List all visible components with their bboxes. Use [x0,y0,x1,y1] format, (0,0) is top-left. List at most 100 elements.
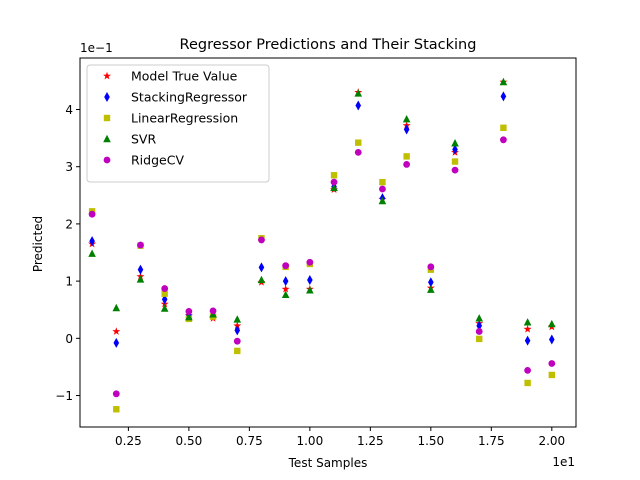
svr-point-2 [112,303,121,312]
legend-linearregression-point-1 [103,114,111,122]
legend-ridgecv-point-1 [103,156,111,164]
x-axis-label: Test Samples [288,456,368,470]
legend-label-model-true-value: Model True Value [131,69,238,84]
legend-item-stackingregressor: StackingRegressor [104,90,248,105]
ridgecv-point-4 [161,285,169,292]
svr-point-12 [354,89,363,97]
y-tick-label-6: 4 [65,103,73,117]
x-tick-label-7: 1.75 [478,434,505,448]
x-tick-label-1: 0.25 [115,434,142,448]
stackingregressor-point-7 [234,325,241,336]
stackingregressor-point-1 [89,236,95,247]
ridgecv-point-6 [209,307,217,315]
ridgecv-point-18 [500,136,507,144]
model-true-value-point-19 [523,324,532,333]
ridgecv-point-1 [88,210,96,218]
ridgecv-point-2 [112,390,120,398]
linearregression-point-4 [161,290,168,297]
svr-point-4 [160,304,169,312]
stackingregressor-point-8 [258,262,265,273]
linearregression-point-14 [403,153,410,160]
legend-item-ridgecv: RidgeCV [103,153,184,168]
linearregression-point-11 [330,172,338,179]
y-tick-label-1: −1 [55,389,73,403]
legend-item-linearregression: LinearRegression [103,111,238,126]
legend-label-svr: SVR [131,132,156,147]
linearregression-point-20 [548,371,556,379]
stackingregressor-point-9 [282,276,289,287]
ridgecv-point-17 [475,328,483,335]
ridgecv-point-10 [306,258,314,266]
y-tick-label-3: 1 [65,275,73,289]
y-tick-label-4: 2 [65,217,73,231]
stackingregressor-point-12 [355,100,362,111]
svr-point-15 [427,285,435,293]
svr-point-5 [185,312,193,321]
ridgecv-point-16 [451,166,459,174]
ridgecv-point-19 [524,366,532,374]
stackingregressor-point-3 [137,264,144,275]
stackingregressor-point-15 [428,277,434,288]
svr-point-9 [281,290,290,299]
svr-point-1 [88,249,96,257]
x-tick-label-3: 0.75 [236,434,263,448]
y-tick-label-2: 0 [65,332,73,346]
data-points [88,77,556,413]
axes: 0.25 0.50 0.75 1.00 1.25 1.50 1.75 2.00 −1 0 1 2 3 4 [55,103,565,448]
y-tick-label-5: 3 [65,160,73,174]
svr-point-7 [233,315,242,323]
legend-box [86,64,270,183]
legend: Model True Value StackingRegressor LinearR… [86,64,270,183]
stackingregressor-point-4 [161,294,168,305]
legend-item-model-true-value: Model True Value [103,69,238,84]
ridgecv-point-11 [330,178,338,186]
linearregression-point-18 [500,124,507,131]
svr-point-20 [548,319,556,328]
x-tick-label-5: 1.25 [357,434,384,448]
legend-label-ridgecv: RidgeCV [131,153,184,168]
ridgecv-point-15 [427,263,435,271]
legend-label-linearregression: LinearRegression [131,111,238,126]
ridgecv-point-20 [548,360,556,367]
svr-point-16 [451,139,459,147]
ridgecv-point-9 [282,262,290,270]
svr-point-14 [402,115,411,123]
svr-point-3 [136,275,145,283]
linearregression-point-16 [451,158,459,165]
stackingregressor-point-20 [549,334,555,345]
legend-stackingregressor-point-1 [104,92,110,102]
legend-svr-point-1 [103,134,111,143]
ridgecv-point-3 [137,241,144,249]
svr-point-19 [523,318,532,326]
x-tick-label-6: 1.50 [417,434,444,448]
linearregression-point-19 [524,379,531,387]
legend-item-svr: SVR [103,132,156,147]
ridgecv-point-5 [185,308,193,315]
stackingregressor-point-10 [307,274,313,285]
linearregression-point-13 [379,178,386,186]
y-axis-offset-label: 1e−1 [80,41,113,55]
x-tick-label-4: 1.00 [296,434,323,448]
plot-frame [79,57,577,428]
svr-point-17 [475,314,484,322]
svr-point-18 [499,77,508,86]
model-true-value-point-9 [281,284,290,293]
ridgecv-point-7 [233,337,241,345]
svr-point-11 [330,183,338,192]
x-tick-label-8: 2.00 [538,434,565,448]
linearregression-point-2 [113,406,120,413]
series-ridgecv [88,136,556,398]
legend-label-stackingregressor: StackingRegressor [131,90,248,105]
stackingregressor-point-18 [500,91,507,102]
x-tick-label-2: 0.50 [176,434,203,448]
ridgecv-point-12 [354,148,362,156]
svr-point-8 [257,275,266,284]
ridgecv-point-8 [258,236,265,244]
stackingregressor-point-17 [476,320,483,331]
stackingregressor-point-14 [403,124,410,135]
legend-model-true-value-point-1 [103,71,111,80]
svr-point-13 [378,196,387,205]
ridgecv-point-13 [379,185,386,193]
stackingregressor-point-19 [524,335,531,346]
